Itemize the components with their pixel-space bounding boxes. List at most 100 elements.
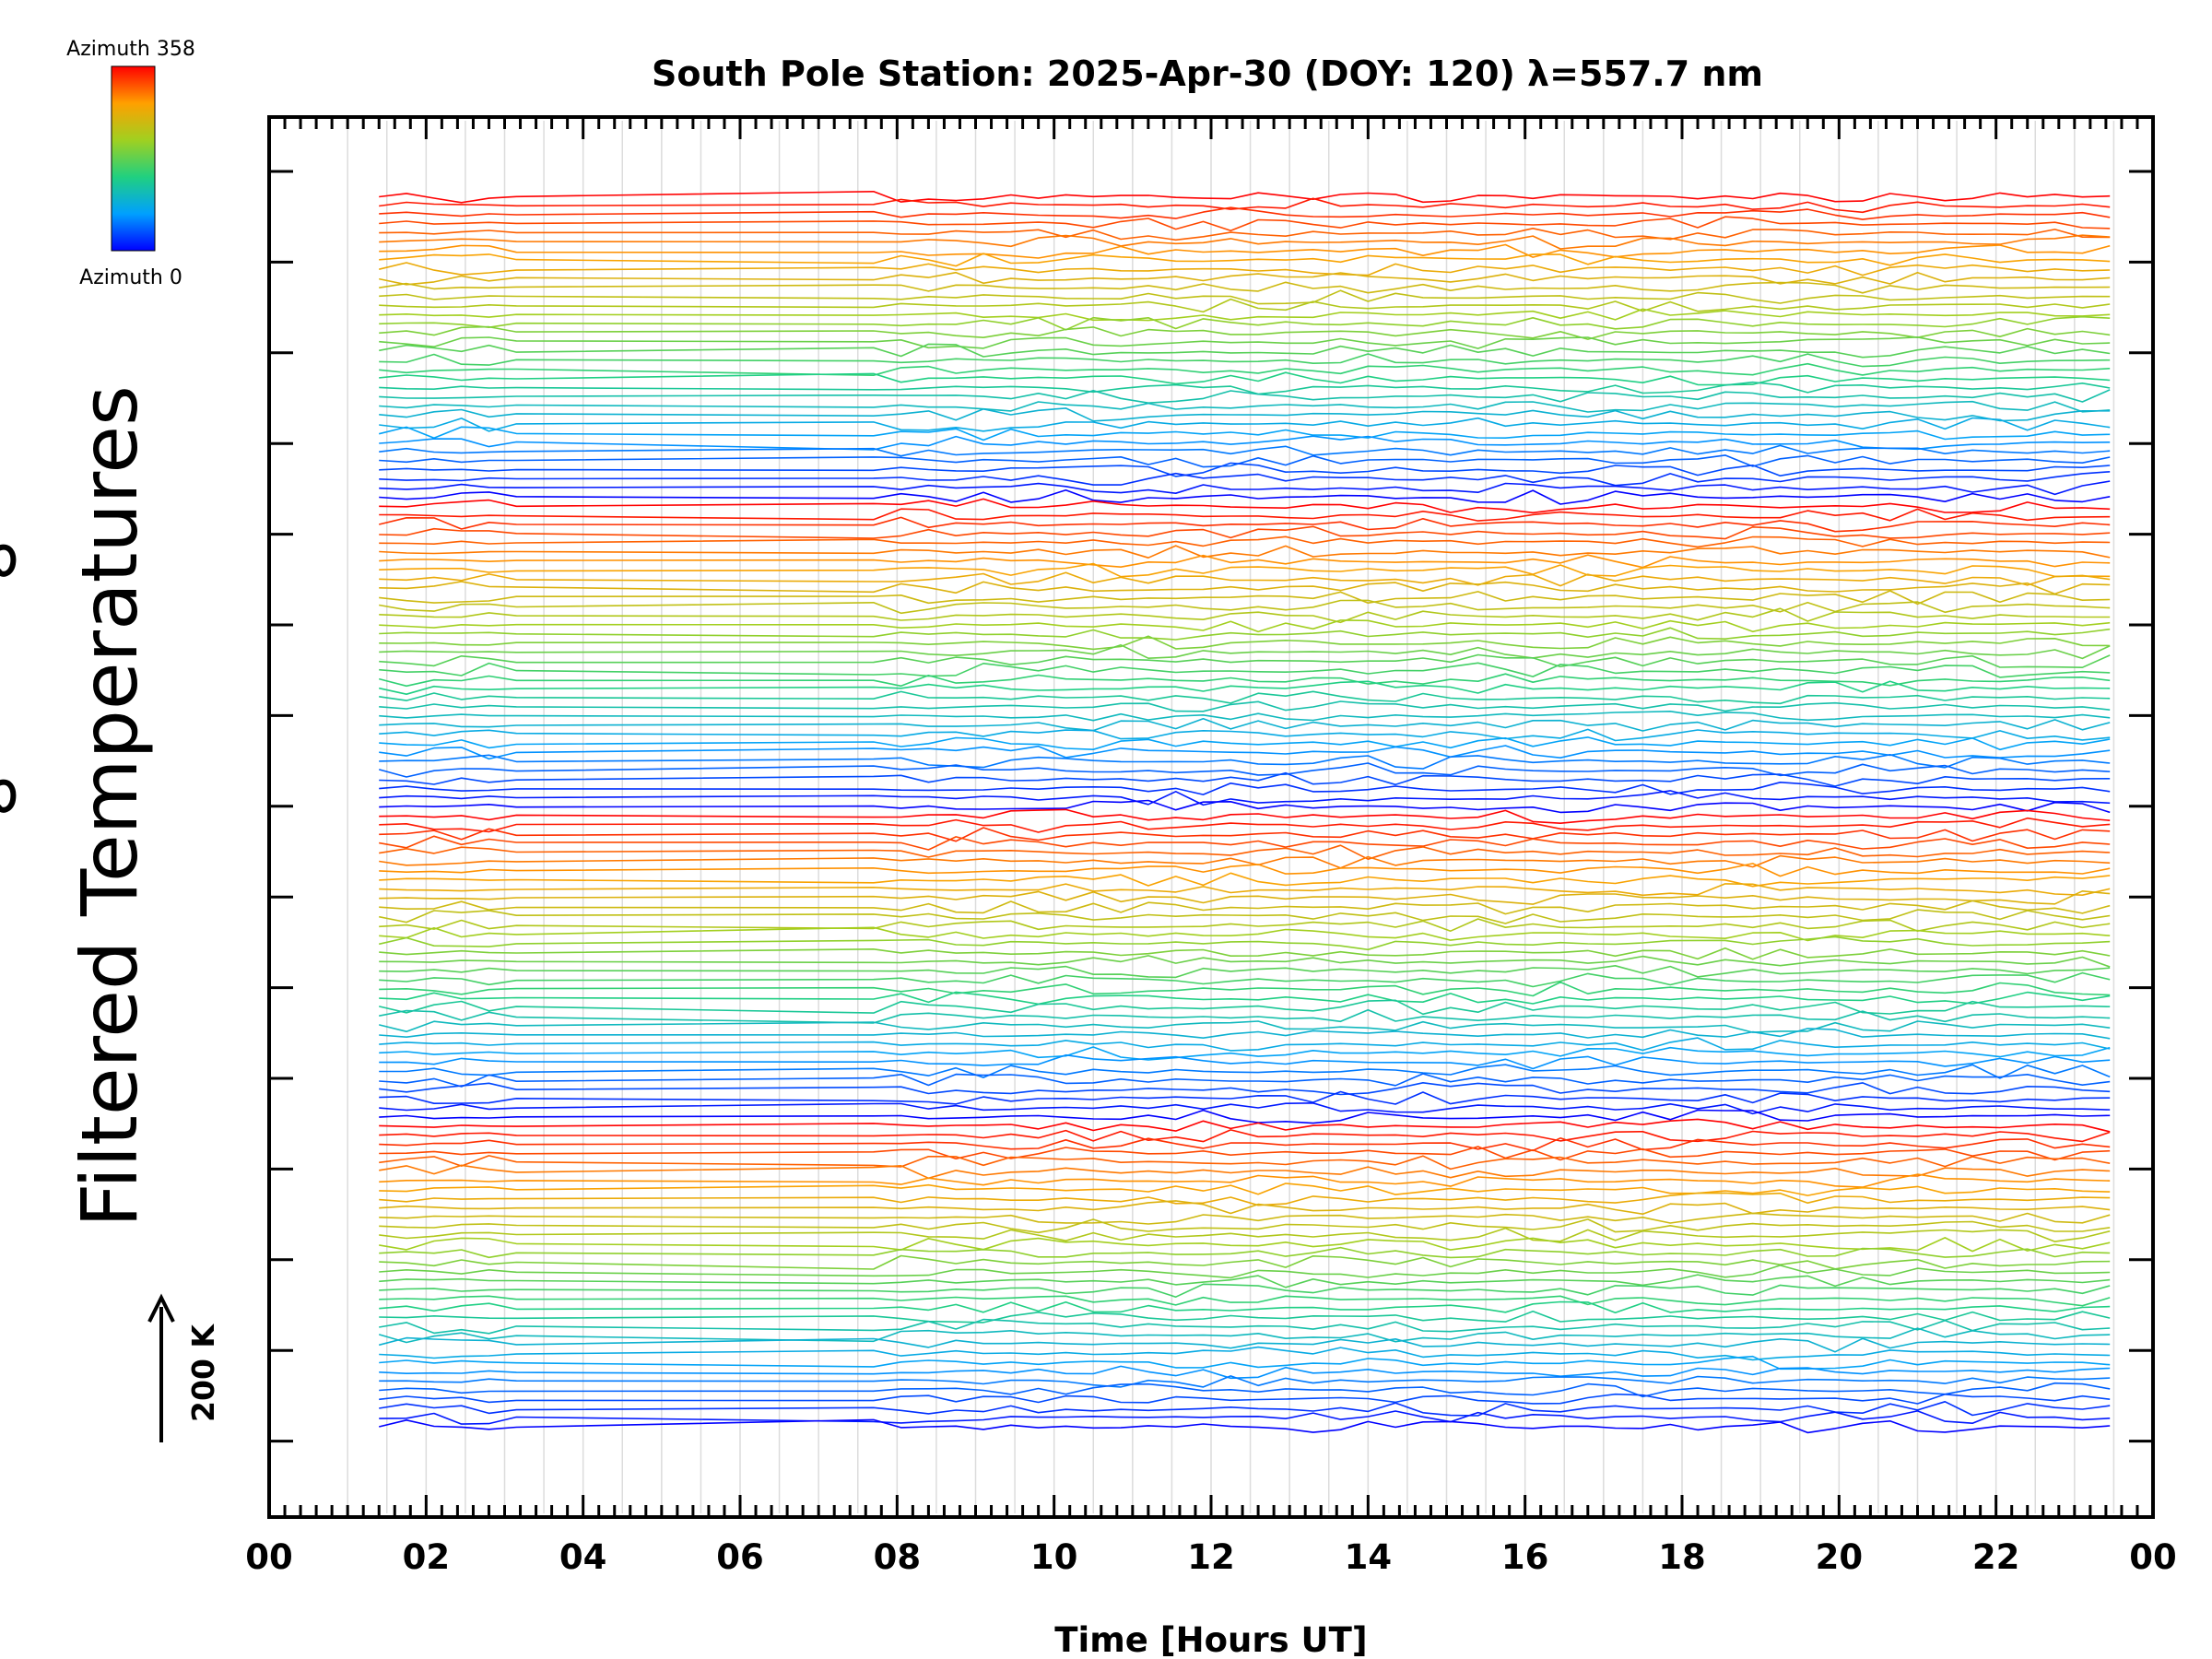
temperature-trace (379, 1129, 2111, 1143)
temperature-trace (379, 1009, 2111, 1024)
temperature-trace (379, 1295, 2111, 1307)
temperature-trace (379, 1037, 2111, 1052)
temperature-trace (379, 599, 2111, 615)
temperature-trace (379, 1418, 2111, 1434)
x-tick-label: 06 (716, 1537, 764, 1577)
temperature-trace (379, 900, 2111, 915)
temperature-trace (379, 790, 2111, 806)
temperature-trace (379, 1155, 2111, 1171)
temperature-trace (379, 1382, 2111, 1398)
temperature-trace (379, 508, 2111, 522)
temperature-trace (379, 444, 2111, 457)
temperature-trace (379, 197, 2111, 214)
temperature-trace (379, 918, 2111, 933)
temperature-trace (379, 525, 2111, 540)
colorbar-bottom-label: Azimuth 0 (79, 266, 182, 289)
temperature-trace (379, 700, 2111, 712)
temperature-trace (379, 863, 2111, 877)
temperature-trace (379, 872, 2111, 888)
temperature-trace (379, 1137, 2111, 1152)
temperature-trace (379, 535, 2111, 548)
temperature-trace (379, 883, 2111, 897)
temperature-trace (379, 480, 2111, 496)
temperature-trace (379, 1109, 2111, 1124)
temperature-trace (379, 191, 2111, 204)
temperature-trace (379, 1300, 2111, 1313)
x-tick-label: 12 (1187, 1537, 1235, 1577)
x-tick-label: 10 (1030, 1537, 1078, 1577)
temperature-trace (379, 228, 2111, 241)
temperature-trace (379, 1212, 2111, 1225)
temperature-trace (379, 308, 2111, 322)
temperature-trace (379, 400, 2111, 413)
temperature-trace (379, 1090, 2111, 1105)
temperature-trace (379, 999, 2111, 1016)
scale-bar: 200 K (147, 1293, 221, 1442)
temperature-trace (379, 889, 2111, 905)
temperature-trace (379, 389, 2111, 405)
temperature-trace (379, 362, 2111, 377)
temperature-trace (379, 1020, 2111, 1033)
temperature-trace (379, 935, 2111, 951)
temperature-trace (379, 590, 2111, 606)
temperature-trace (379, 426, 2111, 441)
chart-title: South Pole Station: 2025-Apr-30 (DOY: 12… (652, 53, 1763, 94)
temperature-trace (379, 710, 2111, 722)
temperature-trace (379, 717, 2111, 732)
temperature-trace (379, 1227, 2111, 1242)
temperature-trace (379, 545, 2111, 559)
colorbar-legend: Azimuth 358 Azimuth 0 (66, 38, 195, 289)
temperature-trace (379, 1053, 2111, 1070)
temperature-trace (379, 454, 2111, 468)
temperature-trace (379, 653, 2111, 669)
temperature-trace (379, 799, 2111, 814)
temperature-trace (379, 1073, 2111, 1088)
temperature-trace (379, 909, 2111, 924)
temperature-trace (379, 971, 2111, 988)
x-tick-label: 22 (1972, 1537, 2020, 1577)
temperature-trace (379, 298, 2111, 313)
temperature-trace (379, 1283, 2111, 1298)
temperature-trace (379, 417, 2111, 432)
temperature-trace (379, 781, 2111, 795)
temperature-trace (379, 854, 2111, 869)
temperature-trace (379, 1265, 2111, 1279)
temperature-trace (379, 1237, 2111, 1253)
temperature-trace (378, 673, 2111, 688)
temperature-trace (379, 1164, 2111, 1180)
temperature-trace (379, 736, 2111, 751)
x-tick-label: 04 (559, 1537, 607, 1577)
temperature-trace (379, 680, 2111, 696)
temperature-trace (379, 325, 2111, 340)
temperature-trace (379, 947, 2111, 960)
temperature-trace (379, 371, 2111, 386)
temperature-trace (379, 289, 2111, 305)
temperature-trace (379, 607, 2111, 624)
temperature-trace (379, 1375, 2111, 1388)
temperature-trace (379, 1082, 2111, 1096)
temperature-trace (379, 635, 2111, 651)
temperature-trace (379, 1346, 2111, 1361)
temperature-trace (379, 1028, 2111, 1040)
x-tick-label: 08 (874, 1537, 922, 1577)
temperature-trace (379, 753, 2111, 770)
temperature-trace (379, 745, 2111, 760)
temperature-trace (379, 234, 2111, 250)
trace-layer (378, 191, 2111, 1434)
scale-bar-label: 200 K (185, 1324, 221, 1422)
temperature-trace (379, 808, 2111, 825)
x-tick-labels: 00 02 04 06 08 10 12 14 16 18 20 22 00 (245, 1537, 2177, 1577)
temperature-trace (379, 1102, 2111, 1115)
temperature-trace (379, 343, 2111, 359)
temperature-trace (379, 206, 2111, 220)
temperature-trace (379, 1401, 2111, 1417)
temperature-trace (379, 1192, 2111, 1206)
x-tick-label: 16 (1501, 1537, 1549, 1577)
temperature-trace (379, 981, 2111, 997)
temperature-trace (378, 1327, 2111, 1344)
temperature-trace (379, 271, 2111, 286)
axis-ticks (267, 117, 2155, 1517)
temperature-trace (379, 991, 2111, 1006)
temperature-trace (379, 835, 2111, 851)
